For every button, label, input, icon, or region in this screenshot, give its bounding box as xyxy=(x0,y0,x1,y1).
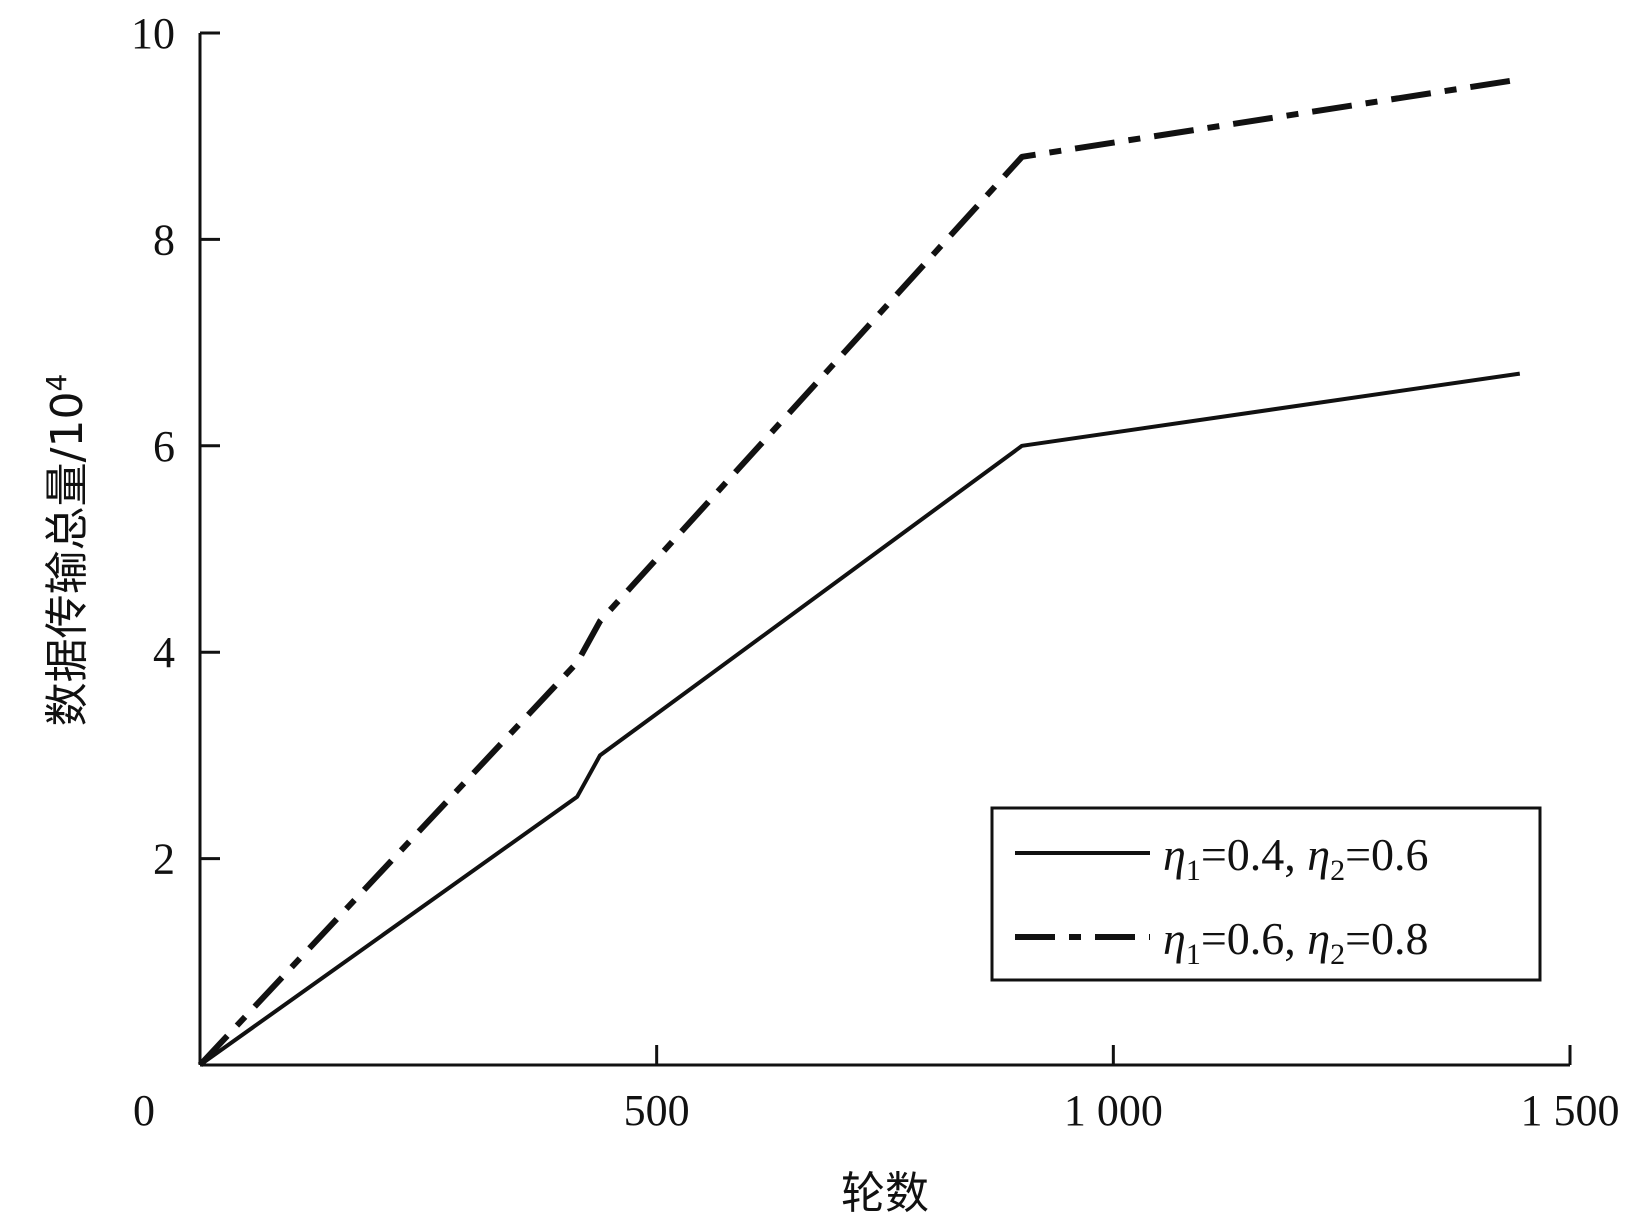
legend-entry-1-eta2-symbol: η xyxy=(1307,829,1330,880)
series-line-2 xyxy=(197,76,1521,1068)
y-ticks: 2 4 6 8 10 xyxy=(131,9,220,884)
legend-entry-2-eta2-value: =0.8 xyxy=(1345,913,1428,964)
x-ticks: 0 500 1 000 1 500 xyxy=(133,1045,1620,1135)
legend-entry-2-eta1-value: =0.6, xyxy=(1201,913,1307,964)
legend-entry-1-eta1-sub: 1 xyxy=(1186,854,1201,887)
x-axis-title: 轮数 xyxy=(841,1168,929,1219)
legend-entry-2-eta1-symbol: η xyxy=(1163,913,1186,964)
series-line-1 xyxy=(198,371,1521,1067)
legend-box xyxy=(990,806,1542,982)
axes xyxy=(198,33,1570,1067)
legend-entry-2-eta2-sub: 2 xyxy=(1330,938,1345,971)
legend-entry-2-eta2-symbol: η xyxy=(1307,913,1330,964)
legend-entry-2-eta1-sub: 1 xyxy=(1186,938,1201,971)
legend-entry-1: η1=0.4, η2=0.6 xyxy=(1163,829,1429,887)
series-lines xyxy=(197,76,1521,1068)
legend-entry-1-eta1-value: =0.4, xyxy=(1201,829,1307,880)
y-tick-label: 4 xyxy=(153,628,175,677)
legend-entry-2: η1=0.6, η2=0.8 xyxy=(1163,913,1429,971)
y-tick-label: 10 xyxy=(131,9,175,58)
y-axis-title-main: 数据传输总量/10 xyxy=(42,392,93,727)
x-tick-label: 1 500 xyxy=(1521,1086,1620,1135)
y-tick-label: 8 xyxy=(153,215,175,264)
x-tick-label: 0 xyxy=(133,1086,155,1135)
legend: η1=0.4, η2=0.6 η1=0.6, η2=0.8 xyxy=(990,806,1542,982)
y-tick-label: 6 xyxy=(153,422,175,471)
legend-entry-1-eta2-sub: 2 xyxy=(1330,854,1345,887)
legend-entry-1-eta2-value: =0.6 xyxy=(1345,829,1428,880)
y-tick-label: 2 xyxy=(153,835,175,884)
y-axis-title-exponent: 4 xyxy=(40,374,73,392)
x-tick-label: 500 xyxy=(624,1086,690,1135)
x-tick-label: 1 000 xyxy=(1064,1086,1163,1135)
y-axis-title: 数据传输总量/104 xyxy=(40,374,93,727)
legend-entry-1-eta1-symbol: η xyxy=(1163,829,1186,880)
